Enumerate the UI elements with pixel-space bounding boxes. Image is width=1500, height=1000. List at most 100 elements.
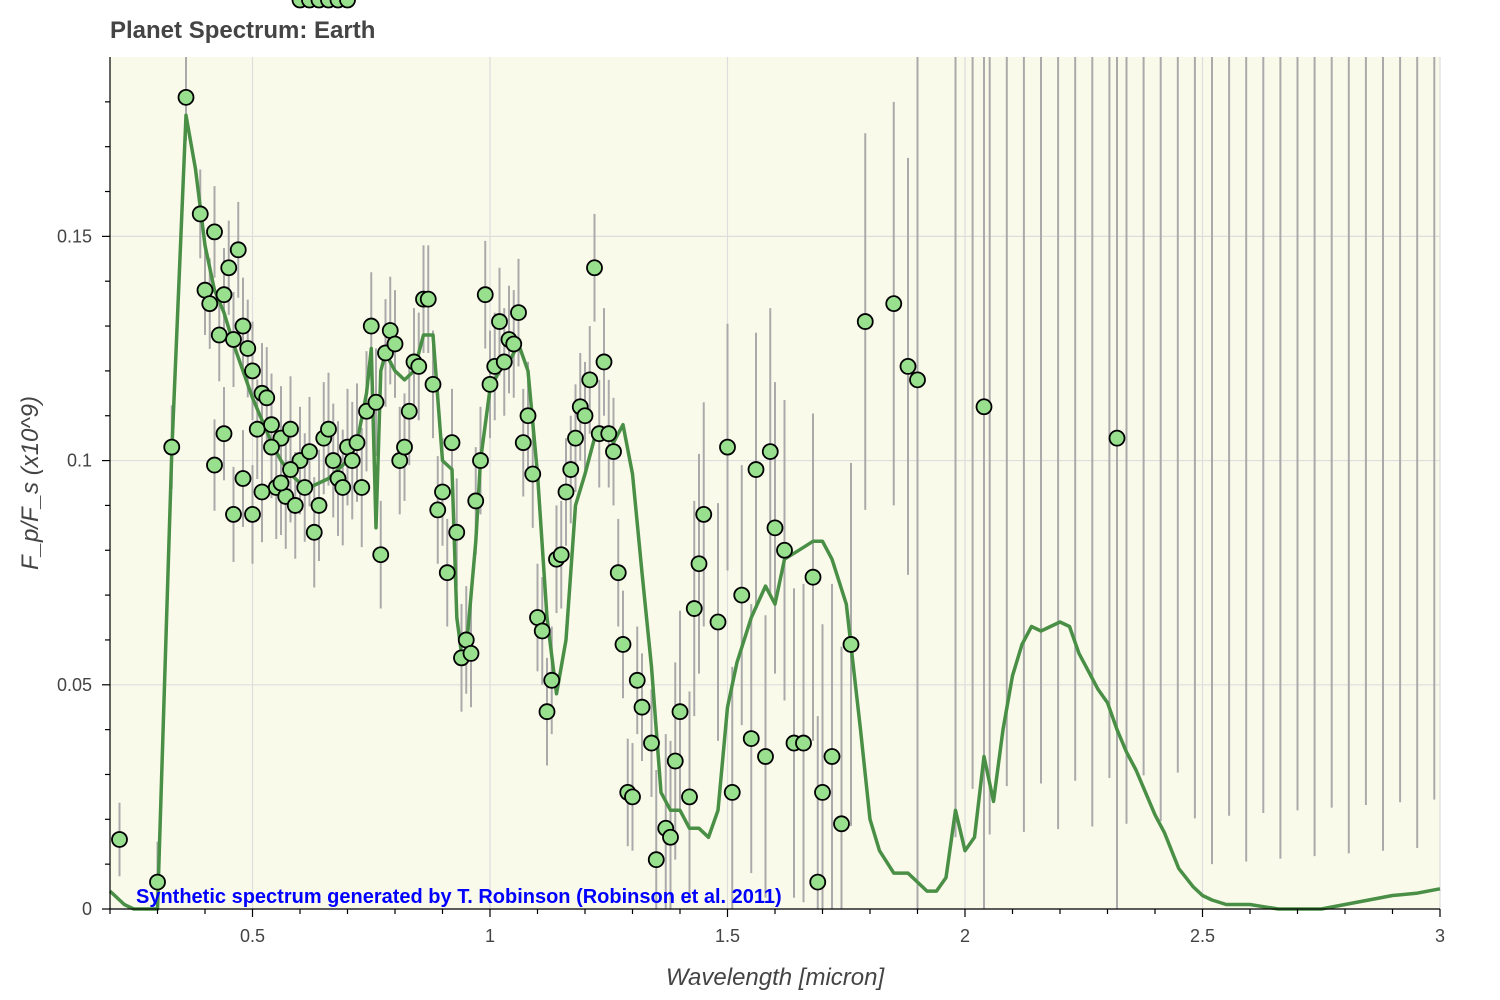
y-axis-label: F_p/F_s (x10^9) bbox=[17, 396, 44, 570]
data-point bbox=[225, 505, 242, 523]
data-point bbox=[419, 290, 437, 308]
data-point bbox=[681, 788, 698, 806]
data-point bbox=[747, 461, 765, 478]
data-point bbox=[909, 371, 926, 389]
data-point bbox=[624, 788, 641, 806]
data-point bbox=[823, 748, 841, 765]
data-point bbox=[690, 555, 708, 573]
y-tick-label: 0.05 bbox=[57, 675, 92, 695]
data-point bbox=[334, 479, 352, 496]
annotation-text: Synthetic spectrum generated by T. Robin… bbox=[136, 886, 782, 908]
data-point bbox=[111, 831, 128, 848]
data-point bbox=[201, 295, 219, 313]
x-tick-label: 0.5 bbox=[240, 926, 265, 946]
data-point bbox=[438, 564, 456, 582]
data-point bbox=[609, 564, 627, 582]
data-point bbox=[324, 452, 342, 469]
data-point bbox=[244, 362, 261, 380]
data-point bbox=[666, 752, 684, 770]
data-point bbox=[595, 353, 613, 371]
data-point bbox=[343, 452, 361, 469]
data-point bbox=[301, 443, 318, 461]
data-point bbox=[263, 416, 280, 434]
data-point bbox=[367, 393, 385, 411]
data-point bbox=[263, 438, 280, 456]
data-point bbox=[776, 541, 793, 559]
data-point bbox=[310, 497, 328, 514]
data-point bbox=[543, 671, 561, 689]
y-tick-label: 0.1 bbox=[67, 451, 92, 471]
data-point bbox=[719, 438, 736, 456]
data-point bbox=[495, 353, 513, 371]
data-point bbox=[448, 523, 466, 541]
data-point bbox=[761, 443, 779, 461]
data-point bbox=[885, 295, 903, 313]
data-point bbox=[505, 335, 523, 353]
data-point bbox=[462, 645, 480, 662]
data-point bbox=[225, 331, 242, 348]
data-point bbox=[643, 734, 660, 752]
data-point bbox=[220, 259, 238, 277]
data-point bbox=[975, 398, 993, 416]
data-point bbox=[258, 389, 276, 407]
data-point bbox=[467, 492, 485, 510]
data-point bbox=[476, 286, 494, 304]
data-point bbox=[766, 519, 784, 537]
data-point bbox=[206, 223, 223, 241]
data-point bbox=[234, 470, 252, 487]
data-point bbox=[305, 523, 323, 541]
data-point bbox=[163, 438, 181, 456]
data-point bbox=[424, 375, 442, 393]
data-point bbox=[628, 671, 646, 689]
data-point bbox=[567, 429, 584, 447]
x-axis-ticks: 0.5 1 1.5 2 2.5 3 bbox=[109, 909, 1445, 946]
observed-points bbox=[111, 0, 1126, 891]
data-point bbox=[339, 0, 356, 9]
data-point bbox=[633, 698, 651, 716]
data-point bbox=[538, 703, 556, 721]
y-axis-ticks: 0 0.05 0.1 0.15 bbox=[57, 101, 110, 919]
data-point bbox=[481, 375, 499, 393]
data-point bbox=[723, 784, 741, 801]
data-point bbox=[842, 636, 860, 653]
data-point bbox=[586, 259, 603, 277]
data-point bbox=[215, 425, 233, 443]
data-point bbox=[206, 456, 223, 474]
data-point bbox=[272, 474, 290, 492]
data-point bbox=[533, 622, 551, 640]
data-point bbox=[320, 420, 337, 438]
x-axis-label: Wavelength [micron] bbox=[666, 964, 886, 991]
data-point bbox=[149, 873, 166, 891]
model-spectrum-line bbox=[108, 113, 1441, 911]
data-point bbox=[282, 420, 299, 438]
data-point bbox=[576, 407, 594, 425]
data-point bbox=[833, 815, 850, 833]
data-point bbox=[429, 501, 447, 519]
data-point bbox=[215, 286, 233, 304]
x-tick-label: 3 bbox=[1435, 926, 1445, 946]
data-point bbox=[809, 873, 827, 891]
data-point bbox=[234, 317, 252, 335]
data-point bbox=[348, 434, 366, 452]
y-tick-label: 0.15 bbox=[57, 226, 92, 246]
error-bars bbox=[118, 57, 1436, 909]
data-point bbox=[353, 479, 371, 496]
data-point bbox=[386, 335, 404, 353]
model-line bbox=[108, 113, 1441, 911]
data-point bbox=[229, 241, 247, 259]
y-tick-label: 0 bbox=[82, 899, 92, 919]
data-point bbox=[362, 317, 380, 335]
data-point bbox=[239, 340, 257, 357]
data-point bbox=[491, 313, 508, 330]
data-point bbox=[410, 358, 428, 375]
data-point bbox=[400, 402, 418, 420]
x-tick-label: 2.5 bbox=[1190, 926, 1215, 946]
data-point bbox=[685, 600, 703, 617]
data-point bbox=[662, 828, 679, 846]
data-point bbox=[581, 371, 599, 389]
data-point bbox=[372, 546, 390, 564]
data-point bbox=[605, 443, 622, 461]
data-point bbox=[210, 326, 228, 344]
data-point bbox=[524, 465, 542, 483]
